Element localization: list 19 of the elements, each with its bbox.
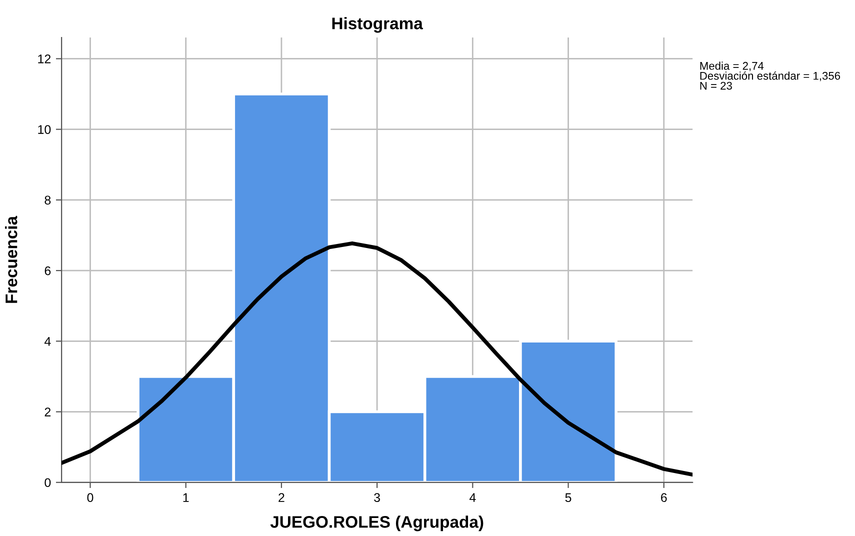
- y-axis-title: Frecuencia: [5, 216, 18, 303]
- y-tick-label: 6: [44, 266, 51, 276]
- y-tick-label: 10: [38, 125, 51, 134]
- x-tick-label: 4: [469, 493, 476, 502]
- chart-title: Histograma: [332, 17, 424, 33]
- x-tick-label: 0: [87, 493, 94, 502]
- y-tick-label: 0: [44, 478, 51, 488]
- x-tick-label: 3: [374, 493, 380, 502]
- x-axis-title: JUEGO.ROLES (Agrupada): [270, 516, 484, 532]
- x-tick-label: 5: [565, 493, 572, 502]
- x-tick-label: 6: [661, 493, 667, 502]
- y-tick-label: 8: [44, 196, 51, 205]
- text: Media = 2,74 Desviación estándar = 1,356 N = 23: [700, 62, 840, 90]
- x-tick-label: 2: [278, 493, 284, 502]
- y-tick-label: 12: [38, 54, 51, 64]
- x-tick-label: 1: [183, 493, 189, 502]
- line-series: [62, 241, 693, 477]
- y-tick-label: 4: [44, 337, 51, 346]
- y-tick-label: 2: [44, 408, 51, 416]
